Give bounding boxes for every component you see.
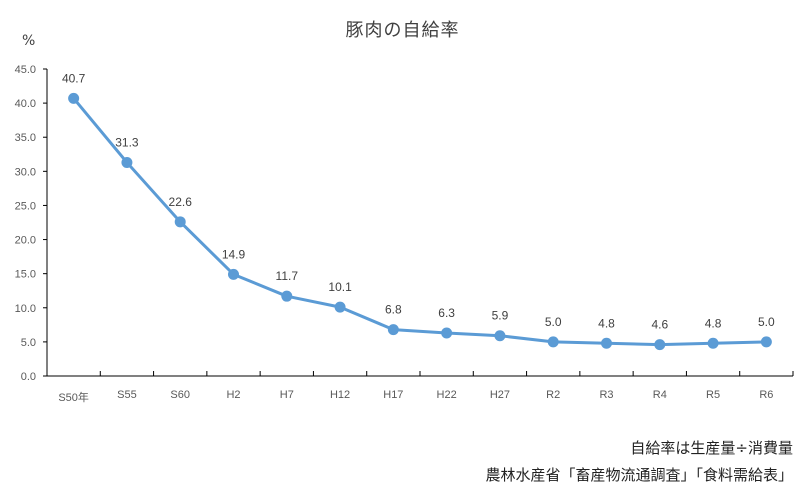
x-tick-label: H7 [280, 389, 294, 401]
x-tick-label: R6 [759, 389, 773, 401]
x-tick-label: R4 [653, 389, 667, 401]
data-point-marker [281, 290, 293, 302]
data-value-label: 6.3 [438, 306, 455, 320]
y-tick-label: 10.0 [15, 303, 36, 315]
data-points [68, 92, 772, 351]
y-tick-label: 15.0 [15, 269, 36, 281]
data-point-marker [68, 92, 80, 104]
data-point-marker [121, 156, 133, 168]
y-tick-label: 45.0 [15, 64, 36, 76]
y-tick-label: 0.0 [21, 371, 36, 383]
data-value-label: 14.9 [222, 247, 246, 261]
data-point-marker [174, 216, 186, 228]
y-tick-label: 30.0 [15, 166, 36, 178]
y-tick-label: 20.0 [15, 235, 36, 247]
data-value-label: 4.6 [651, 318, 668, 332]
data-value-label: 4.8 [598, 316, 615, 330]
data-value-label: 40.7 [62, 71, 86, 85]
data-value-label: 6.8 [385, 303, 402, 317]
x-tick-label: S50年 [58, 390, 89, 404]
data-value-label: 5.9 [492, 309, 509, 323]
data-value-label: 31.3 [115, 135, 139, 149]
data-point-marker [228, 268, 239, 280]
formula-note: 自給率は生産量÷消費量 [630, 439, 793, 457]
chart-title: 豚肉の自給率 [345, 20, 460, 41]
data-value-label: 4.8 [705, 316, 722, 330]
data-point-marker [654, 339, 666, 351]
x-tick-label: H27 [490, 389, 510, 401]
data-point-marker [760, 336, 772, 348]
x-tick-label: S60 [170, 389, 190, 401]
data-value-label: 22.6 [169, 195, 193, 209]
data-point-marker [441, 327, 453, 339]
data-point-marker [707, 337, 719, 349]
x-axis-ticks: S50年 S55 S60 H2 H7 H12 H17 H22 H27 R2 R3 R4 R5 R6 [58, 371, 794, 404]
x-tick-label: R5 [706, 389, 720, 401]
source-note: 農林水産省「畜産物流通調査」「食料需給表」 [485, 466, 793, 484]
y-axis-ticks: 0.0 5.0 10.0 15.0 20.0 25.0 30.0 35.0 40.0 45.0 [15, 64, 47, 383]
y-tick-label: 25.0 [15, 200, 36, 212]
x-tick-label: H17 [383, 389, 403, 401]
x-tick-label: R2 [546, 389, 560, 401]
data-labels: 40.7 31.3 22.6 14.9 11.7 10.1 6.8 6.3 5.9 5.0 4.8 4… [62, 71, 775, 331]
data-point-marker [334, 301, 346, 313]
data-point-marker [601, 337, 612, 349]
data-value-label: 5.0 [545, 315, 562, 329]
y-axis-unit-label: % [22, 33, 36, 49]
y-tick-label: 35.0 [15, 132, 36, 144]
x-tick-label: H22 [437, 389, 457, 401]
data-point-marker [547, 336, 559, 348]
data-point-marker [387, 324, 399, 336]
y-tick-label: 40.0 [15, 98, 36, 110]
data-point-marker [494, 330, 506, 342]
x-tick-label: S55 [117, 389, 137, 401]
data-value-label: 11.7 [276, 269, 299, 283]
series-line [72, 97, 767, 347]
y-tick-label: 5.0 [21, 337, 36, 349]
x-tick-label: H12 [330, 389, 350, 401]
data-value-label: 5.0 [758, 315, 775, 329]
x-tick-label: H2 [226, 389, 240, 401]
x-tick-label: R3 [599, 389, 613, 401]
data-value-label: 10.1 [328, 280, 352, 294]
